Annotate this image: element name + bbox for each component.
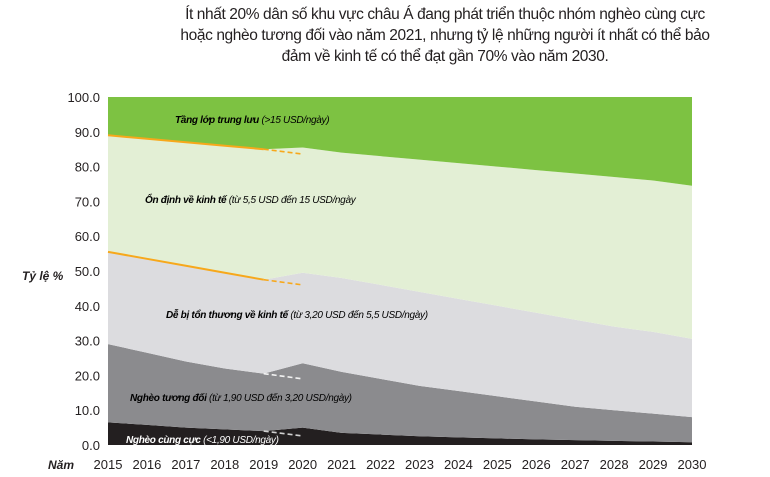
y-tick-label: 0.0 <box>82 438 100 453</box>
area-0 <box>108 422 692 445</box>
y-tick-label: 10.0 <box>75 403 100 418</box>
x-tick-label: 2026 <box>522 457 551 472</box>
projection-line-0 <box>107 134 264 151</box>
x-tick-label: 2021 <box>327 457 356 472</box>
x-tick-label: 2028 <box>600 457 629 472</box>
label-moderate-poverty: Nghèo tương đối (từ 1,90 USD đến 3,20 US… <box>130 392 352 404</box>
y-tick-label: 100.0 <box>67 90 100 105</box>
x-tick-label: 2019 <box>249 457 278 472</box>
area-1 <box>108 344 692 443</box>
x-tick-label: 2020 <box>288 457 317 472</box>
x-tick-label: 2015 <box>94 457 123 472</box>
y-tick-label: 20.0 <box>75 368 100 383</box>
area-4 <box>108 97 692 186</box>
x-tick-label: 2025 <box>483 457 512 472</box>
y-tick-label: 50.0 <box>75 264 100 279</box>
x-axis-label: Năm <box>48 458 74 472</box>
area-2 <box>108 251 692 418</box>
x-tick-label: 2018 <box>210 457 239 472</box>
y-tick-label: 80.0 <box>75 160 100 175</box>
x-tick-label: 2030 <box>678 457 707 472</box>
y-tick-label: 90.0 <box>75 125 100 140</box>
label-vulnerable: Dễ bị tổn thương về kinh tế (từ 3,20 USD… <box>166 308 428 321</box>
y-axis-label: Tỷ lệ % <box>22 269 64 283</box>
x-tick-label: 2027 <box>561 457 590 472</box>
projection-dash-0 <box>263 148 303 155</box>
x-tick-label: 2029 <box>639 457 668 472</box>
y-tick-label: 40.0 <box>75 299 100 314</box>
projection-dash-1 <box>263 278 303 286</box>
x-tick-label: 2017 <box>171 457 200 472</box>
x-tick-label: 2023 <box>405 457 434 472</box>
label-extreme-poverty: Nghèo cùng cực (<1,90 USD/ngày) <box>126 435 279 446</box>
label-stable: Ổn định về kinh tế (từ 5,5 USD đến 15 US… <box>145 193 357 206</box>
x-tick-label: 2022 <box>366 457 395 472</box>
label-middle-class: Tầng lớp trung lưu (>15 USD/ngày) <box>175 114 329 126</box>
chart-title: Ít nhất 20% dân số khu vực châu Á đang p… <box>180 6 710 65</box>
y-tick-label: 30.0 <box>75 334 100 349</box>
projection-dash-2 <box>263 372 303 380</box>
y-tick-label: 70.0 <box>75 194 100 209</box>
x-tick-label: 2016 <box>132 457 161 472</box>
area-3 <box>108 135 692 339</box>
y-tick-label: 60.0 <box>75 229 100 244</box>
projection-line-1 <box>107 250 264 281</box>
x-tick-label: 2024 <box>444 457 473 472</box>
projection-dash-3 <box>263 430 303 437</box>
